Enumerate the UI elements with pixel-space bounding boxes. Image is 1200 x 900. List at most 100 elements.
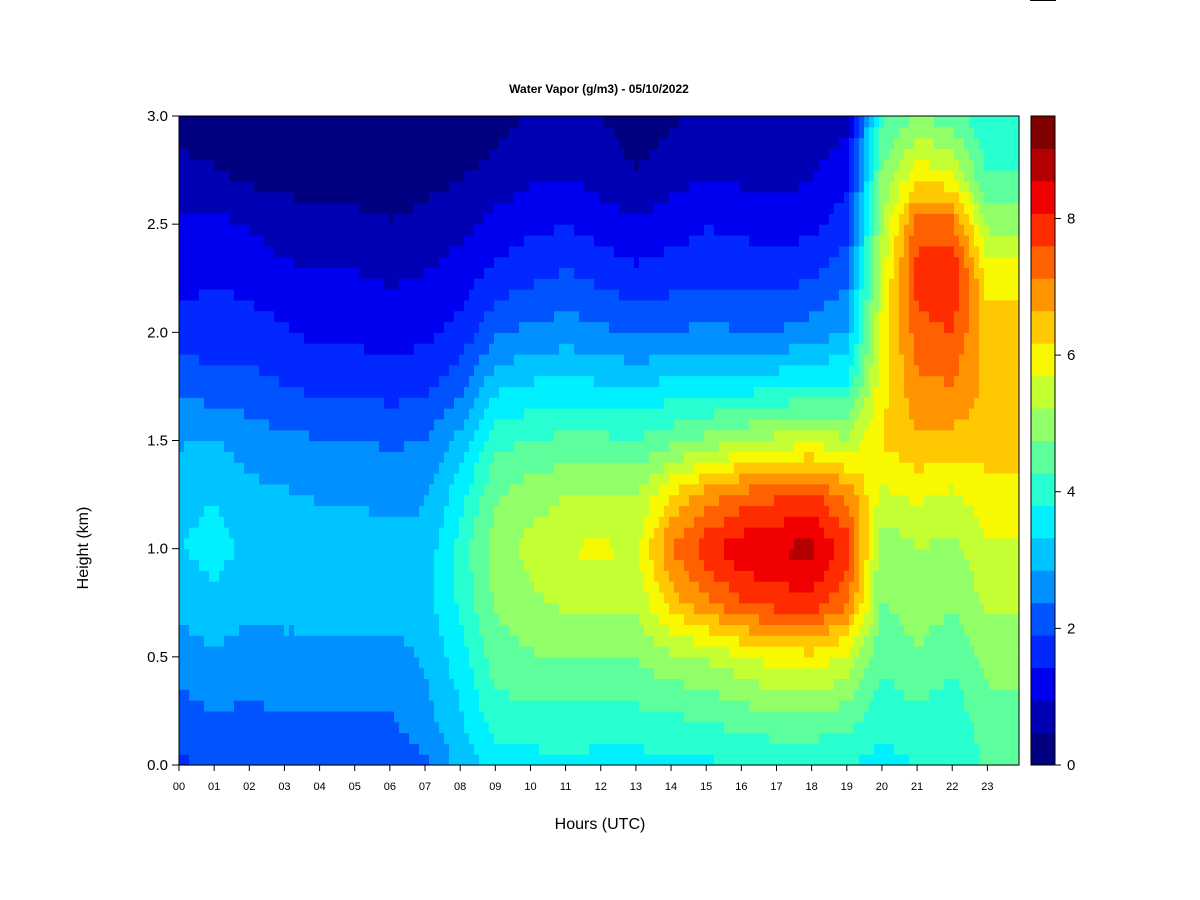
- heatmap-cell: [224, 310, 230, 323]
- heatmap-cell: [214, 710, 220, 723]
- heatmap-cell: [444, 635, 450, 647]
- heatmap-cell: [254, 332, 260, 344]
- heatmap-cell: [289, 267, 295, 279]
- heatmap-cell: [334, 148, 340, 160]
- heatmap-cell: [269, 710, 275, 723]
- heatmap-cell: [219, 310, 225, 323]
- heatmap-cell: [314, 667, 320, 680]
- heatmap-cell: [564, 451, 570, 463]
- heatmap-cell: [369, 559, 375, 571]
- heatmap-cell: [464, 516, 470, 528]
- heatmap-cell: [189, 624, 195, 636]
- heatmap-cell: [404, 548, 410, 561]
- heatmap-cell: [544, 602, 550, 615]
- heatmap-cell: [244, 721, 250, 734]
- heatmap-cell: [194, 516, 200, 528]
- heatmap-cell: [409, 224, 415, 236]
- heatmap-cell: [409, 397, 415, 409]
- heatmap-cell: [354, 321, 360, 333]
- heatmap-cell: [344, 170, 350, 182]
- heatmap-cell: [579, 548, 585, 561]
- heatmap-cell: [559, 570, 565, 582]
- heatmap-cell: [184, 256, 190, 269]
- heatmap-cell: [359, 635, 365, 647]
- heatmap-cell: [414, 278, 420, 290]
- heatmap-cell: [224, 375, 230, 388]
- heatmap-cell: [594, 678, 600, 690]
- heatmap-cell: [189, 710, 195, 723]
- heatmap-cell: [259, 343, 265, 355]
- heatmap-cell: [289, 364, 295, 377]
- heatmap-cell: [384, 408, 390, 420]
- heatmap-cell: [244, 224, 250, 236]
- heatmap-cell: [249, 397, 255, 409]
- heatmap-cell: [189, 602, 195, 615]
- heatmap-cell: [549, 170, 555, 182]
- heatmap-cell: [449, 126, 455, 139]
- heatmap-cell: [559, 299, 565, 312]
- heatmap-cell: [349, 299, 355, 312]
- heatmap-cell: [244, 472, 250, 485]
- heatmap-cell: [394, 245, 400, 258]
- heatmap-cell: [219, 429, 225, 442]
- heatmap-cell: [489, 602, 495, 615]
- heatmap-cell: [324, 591, 330, 604]
- heatmap-cell: [399, 516, 405, 528]
- heatmap-cell: [464, 224, 470, 236]
- heatmap-cell: [224, 689, 230, 701]
- heatmap-cell: [284, 678, 290, 690]
- heatmap-cell: [339, 754, 345, 766]
- heatmap-cell: [454, 224, 460, 236]
- heatmap-cell: [269, 559, 275, 571]
- heatmap-cell: [504, 278, 510, 290]
- heatmap-cell: [179, 591, 185, 604]
- heatmap-cell: [409, 527, 415, 539]
- heatmap-cell: [189, 494, 195, 506]
- heatmap-cell: [289, 375, 295, 388]
- heatmap-cell: [549, 137, 555, 150]
- heatmap-cell: [534, 483, 540, 496]
- heatmap-cell: [519, 116, 525, 128]
- heatmap-cell: [534, 289, 540, 301]
- heatmap-cell: [189, 332, 195, 344]
- heatmap-cell: [529, 353, 535, 366]
- heatmap-cell: [489, 299, 495, 312]
- heatmap-cell: [489, 224, 495, 236]
- heatmap-cell: [264, 148, 270, 160]
- heatmap-cell: [229, 116, 235, 128]
- heatmap-cell: [304, 667, 310, 680]
- heatmap-cell: [289, 732, 295, 744]
- heatmap-cell: [324, 267, 330, 279]
- heatmap-cell: [294, 635, 300, 647]
- heatmap-cell: [424, 667, 430, 680]
- heatmap-cell: [454, 570, 460, 582]
- heatmap-cell: [559, 602, 565, 615]
- heatmap-cell: [384, 689, 390, 701]
- heatmap-cell: [209, 397, 215, 409]
- heatmap-cell: [524, 700, 530, 712]
- heatmap-cell: [404, 202, 410, 214]
- heatmap-cell: [529, 289, 535, 301]
- heatmap-cell: [454, 710, 460, 723]
- heatmap-cell: [429, 591, 435, 604]
- heatmap-cell: [479, 732, 485, 744]
- heatmap-cell: [289, 678, 295, 690]
- heatmap-cell: [249, 472, 255, 485]
- heatmap-cell: [534, 721, 540, 734]
- heatmap-cell: [309, 321, 315, 333]
- heatmap-cell: [389, 224, 395, 236]
- heatmap-cell: [529, 570, 535, 582]
- heatmap-cell: [519, 137, 525, 150]
- heatmap-cell: [414, 289, 420, 301]
- heatmap-cell: [519, 710, 525, 723]
- heatmap-cell: [274, 310, 280, 323]
- heatmap-cell: [524, 234, 530, 247]
- heatmap-cell: [414, 732, 420, 744]
- heatmap-cell: [264, 364, 270, 377]
- heatmap-cell: [369, 148, 375, 160]
- heatmap-cell: [464, 527, 470, 539]
- heatmap-cell: [524, 180, 530, 193]
- heatmap-cell: [589, 710, 595, 723]
- heatmap-cell: [264, 234, 270, 247]
- heatmap-cell: [414, 191, 420, 204]
